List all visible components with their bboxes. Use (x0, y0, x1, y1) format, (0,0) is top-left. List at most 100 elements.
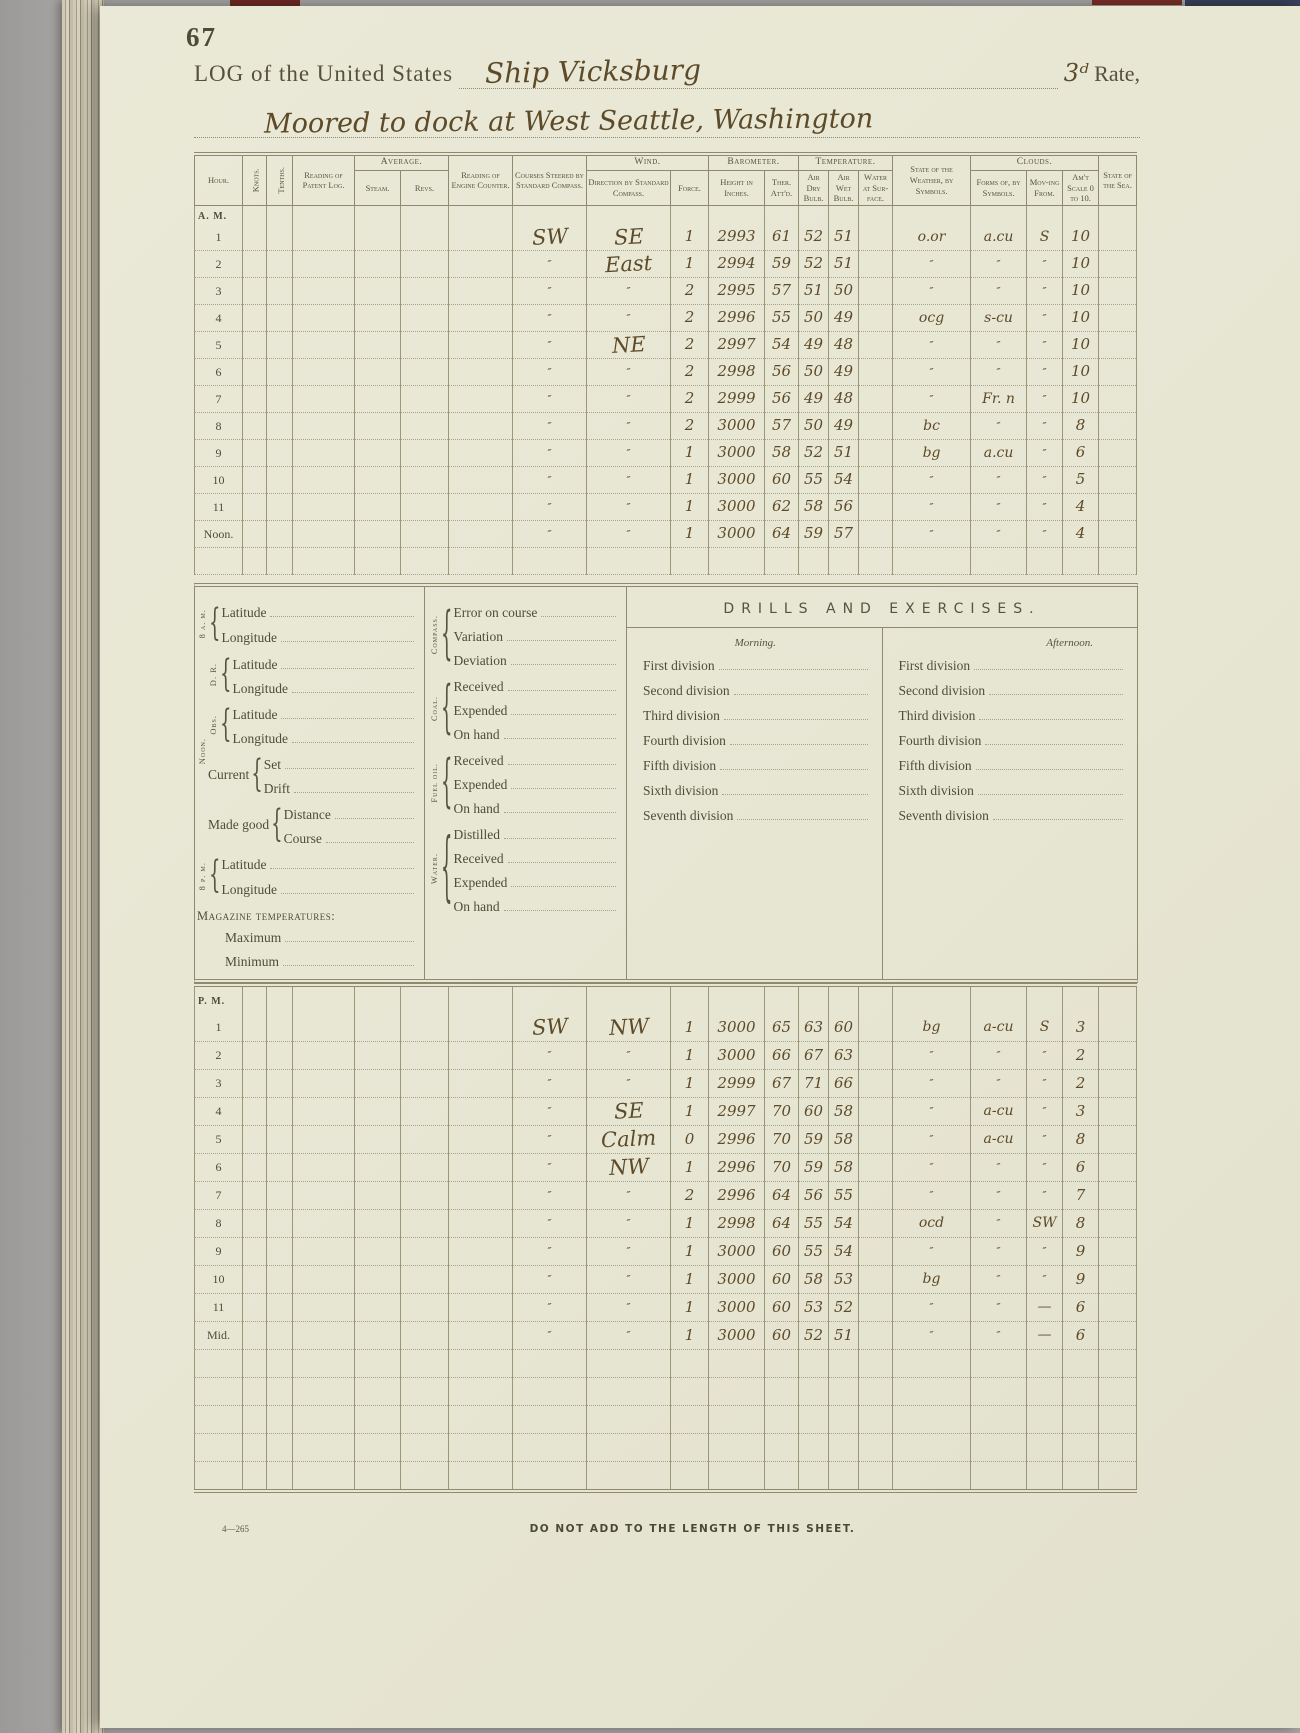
cell-water (858, 331, 894, 359)
entry-course: ″ (547, 473, 552, 487)
cell-dry: 51 (798, 277, 830, 305)
cell-amt: 2 (1062, 1041, 1099, 1070)
log-row: 7 ″ ″ 2 2999 56 49 48 ″ Fr. n ″ 10 (194, 385, 1138, 413)
cell-revs (400, 1293, 449, 1322)
entry-course: ″ (547, 500, 552, 514)
entry-from: ″ (1042, 365, 1047, 379)
brace-glyph: { (441, 824, 453, 913)
entry-forms: Fr. n (982, 390, 1015, 407)
entry-dir: NW (607, 1154, 650, 1181)
field-group: Obs.{Latitude Longitude (208, 701, 414, 749)
cell-dir: ″ (586, 304, 671, 332)
col-ther-attached: Ther. Att'd. (764, 169, 800, 206)
cell-bar: 3000 (708, 1321, 765, 1350)
cell-amt: 10 (1062, 250, 1100, 278)
cell-wet: 66 (828, 1069, 859, 1098)
entry-amt: 9 (1075, 1241, 1086, 1260)
entry-from: ″ (1042, 1189, 1047, 1203)
cell-force: 1 (669, 439, 710, 467)
cell-water (858, 223, 894, 251)
pm-log-body: P. M. 1 SW NW 1 3000 65 63 60 bg a-cu S 3 2 ″ ″ 1 3000 66 6… (194, 984, 1137, 1492)
cell-knots (242, 1349, 267, 1378)
cell-from (1026, 1405, 1063, 1434)
entry-bar: 3000 (717, 443, 756, 462)
ship-name-line: Ship Vicksburg (459, 53, 1058, 90)
entry-from: ″ (1042, 257, 1047, 271)
cell-dry: 55 (798, 466, 830, 494)
cell-wet: 52 (828, 1293, 859, 1322)
cell-tenths (266, 223, 293, 251)
cell-sea (1098, 205, 1138, 224)
book-cover-fragment (230, 0, 300, 7)
entry-bar: 2997 (717, 335, 756, 354)
fill-in-line (733, 677, 868, 695)
entry-hour: 7 (215, 391, 222, 406)
fill-in-line (506, 623, 616, 641)
cell-patent (292, 205, 355, 224)
entry-force: 2 (684, 362, 695, 381)
entry-forms: a-cu (983, 1019, 1014, 1036)
drills-afternoon-column: Afternoon. First division Second division… (883, 628, 1138, 979)
cell-counter (448, 412, 513, 440)
form-number: 4—265 (222, 1523, 249, 1534)
cell-course (512, 1461, 587, 1492)
period-label-row: P. M. (194, 984, 1137, 1014)
entry-weather: bg (922, 1271, 941, 1288)
cell-revs (400, 1097, 449, 1126)
cell-dir: NE (586, 331, 671, 359)
cell-patent (292, 466, 355, 494)
cell-course (512, 1349, 587, 1378)
cell-dry: 56 (798, 1181, 829, 1210)
cell-amt (1062, 1349, 1099, 1378)
cell-force (670, 1461, 709, 1492)
cell-wet: 60 (828, 1013, 859, 1042)
cell-counter (448, 1209, 513, 1238)
cell-from: ″ (1026, 1069, 1063, 1098)
entry-dir: ″ (626, 1301, 631, 1315)
cell-forms: ″ (970, 1181, 1027, 1210)
entry-from: ″ (1042, 392, 1047, 406)
cell-bar: 2998 (708, 358, 766, 386)
cell-force: 1 (670, 1321, 709, 1350)
form-field-label: Longitude (232, 730, 288, 746)
entry-hour: 3 (215, 1076, 222, 1091)
entry-forms: ″ (996, 365, 1001, 379)
group-side-label: D. R. (208, 663, 218, 687)
cell-water (858, 1237, 893, 1266)
entry-wet: 48 (833, 335, 854, 354)
entry-from: ″ (1042, 1049, 1047, 1063)
entry-ther: 70 (771, 1129, 792, 1148)
form-field-label: Latitude (232, 656, 278, 672)
entry-forms: ″ (996, 284, 1001, 298)
cell-dir: NW (586, 1013, 671, 1042)
cell-sea (1098, 1125, 1137, 1154)
entry-dry: 50 (803, 308, 824, 327)
entry-course: ″ (547, 1273, 552, 1287)
cell-force: 1 (670, 1293, 709, 1322)
cell-course: ″ (512, 331, 587, 359)
cell-revs (400, 1349, 449, 1378)
cell-weather (892, 1405, 971, 1434)
cell-hour: 4 (194, 1097, 243, 1126)
cell-from: ″ (1026, 412, 1064, 440)
cell-water (858, 520, 894, 548)
cell-dry: 67 (798, 1041, 829, 1070)
col-wind: Wind. (585, 153, 710, 171)
cell-hour: 10 (194, 466, 243, 494)
log-row: 4 ″ SE 1 2997 70 60 58 ″ a-cu ″ 3 (194, 1097, 1137, 1126)
cell-forms (970, 205, 1028, 224)
form-field-label: Fourth division (898, 732, 982, 748)
cell-amt: 10 (1062, 277, 1100, 305)
cell-ther: 64 (764, 1209, 799, 1238)
group-fields: Distance Course (284, 801, 414, 849)
log-row: 11 ″ ″ 1 3000 62 58 56 ″ ″ ″ 4 (194, 493, 1138, 521)
cell-forms: ″ (970, 277, 1028, 305)
cell-amt (1062, 1405, 1099, 1434)
entry-dry: 53 (803, 1297, 824, 1316)
cell-steam (354, 1293, 401, 1322)
cell-forms: a.cu (970, 223, 1028, 251)
fill-in-line (507, 845, 616, 863)
log-row: 8 ″ ″ 1 2998 64 55 54 ocd ″ SW 8 (194, 1209, 1137, 1238)
entry-dry: 50 (803, 362, 824, 381)
cell-counter (448, 277, 513, 305)
